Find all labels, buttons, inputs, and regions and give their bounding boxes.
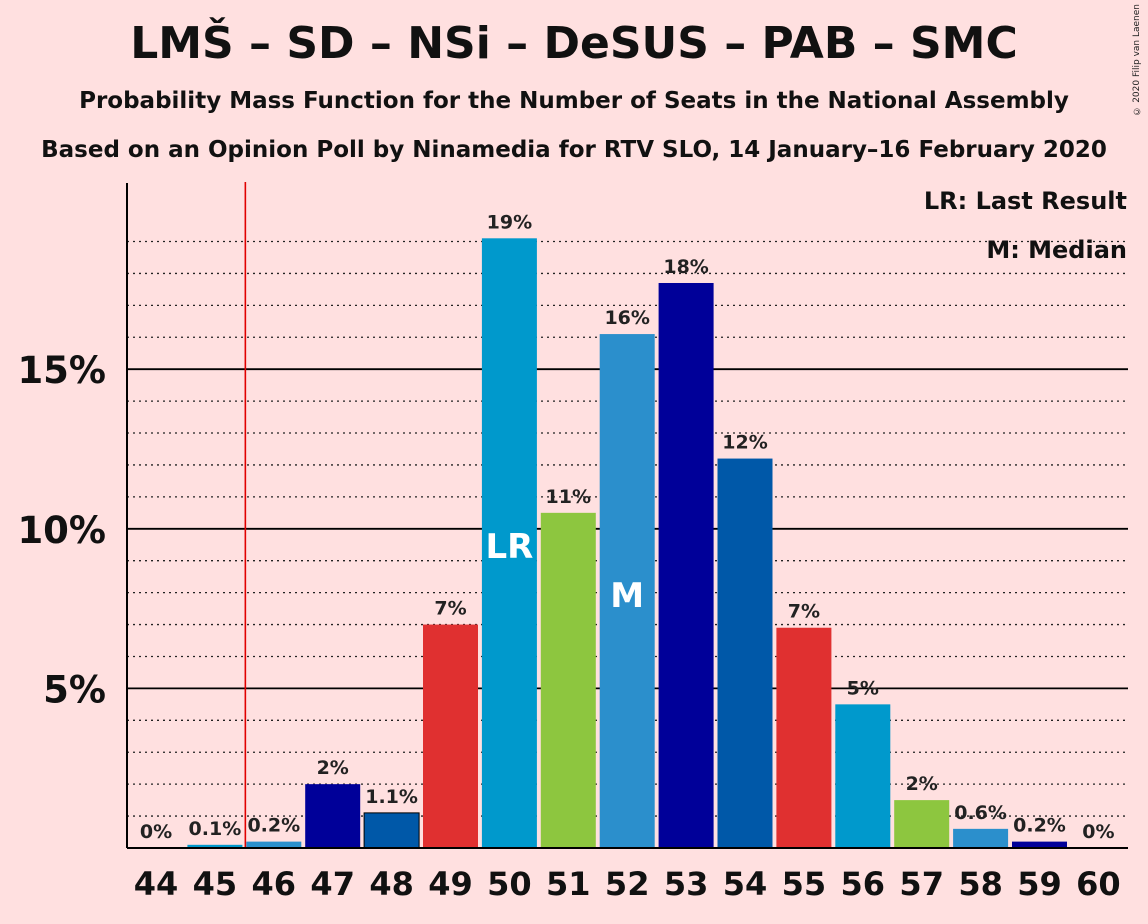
bar-55: [776, 627, 832, 848]
bar-value-label: 0.2%: [1013, 815, 1066, 837]
bar-value-label: 0.2%: [247, 815, 300, 837]
bar-49: [423, 624, 478, 848]
x-tick-label: 46: [252, 865, 297, 903]
x-tick-label: 57: [899, 865, 944, 903]
bar-56: [835, 704, 891, 848]
bar-52: [599, 334, 655, 848]
x-tick-label: 53: [664, 865, 709, 903]
chart-title: LMŠ – SD – NSi – DeSUS – PAB – SMC: [130, 18, 1018, 69]
y-tick-label: 5%: [43, 668, 106, 711]
bar-value-label: 2%: [906, 773, 938, 795]
bar-value-label: 11%: [546, 486, 591, 508]
bar-value-label: 16%: [604, 307, 649, 329]
bar-value-label: 0.1%: [189, 818, 242, 840]
x-tick-label: 55: [782, 865, 827, 903]
last-result-marker: LR: [485, 527, 533, 567]
legend-last-result: LR: Last Result: [924, 187, 1127, 215]
bar-value-label: 0.6%: [954, 802, 1007, 824]
bar-50: [481, 238, 537, 848]
x-tick-label: 48: [369, 865, 414, 903]
bar-value-label: 0%: [140, 821, 172, 843]
bar-57: [894, 800, 950, 848]
x-tick-label: 56: [841, 865, 886, 903]
bar-46: [246, 841, 302, 848]
bar-value-label: 7%: [434, 598, 466, 620]
chart-source-line: Based on an Opinion Poll by Ninamedia fo…: [41, 137, 1107, 163]
bar-54: [717, 458, 773, 848]
bar-value-label: 7%: [788, 601, 820, 623]
legend-median: M: Median: [986, 236, 1127, 264]
y-tick-label: 15%: [17, 349, 106, 392]
x-tick-label: 49: [428, 865, 473, 903]
bar-51: [540, 512, 596, 848]
bar-value-label: 0%: [1082, 821, 1114, 843]
bar-value-label: 19%: [487, 211, 532, 233]
x-tick-label: 50: [487, 865, 532, 903]
x-tick-label: 45: [193, 865, 238, 903]
bar-value-label: 5%: [847, 677, 879, 699]
median-marker: M: [610, 576, 644, 616]
bar-47: [305, 784, 361, 848]
y-tick-label: 10%: [17, 509, 106, 552]
bar-58: [953, 828, 1009, 848]
x-tick-label: 58: [958, 865, 1003, 903]
bar-59: [1012, 841, 1067, 848]
bar-48: [363, 812, 420, 849]
chart-subtitle: Probability Mass Function for the Number…: [79, 88, 1069, 114]
x-tick-label: 59: [1017, 865, 1062, 903]
x-tick-label: 51: [546, 865, 591, 903]
x-tick-label: 52: [605, 865, 650, 903]
x-tick-label: 60: [1076, 865, 1121, 903]
x-tick-label: 44: [134, 865, 179, 903]
bar-45: [187, 844, 243, 848]
bar-value-label: 18%: [663, 256, 708, 278]
bar-53: [658, 282, 714, 848]
x-tick-label: 47: [310, 865, 355, 903]
bar-value-label: 1.1%: [365, 786, 418, 808]
x-tick-label: 54: [723, 865, 768, 903]
bar-value-label: 2%: [317, 757, 349, 779]
bar-value-label: 12%: [722, 432, 767, 454]
